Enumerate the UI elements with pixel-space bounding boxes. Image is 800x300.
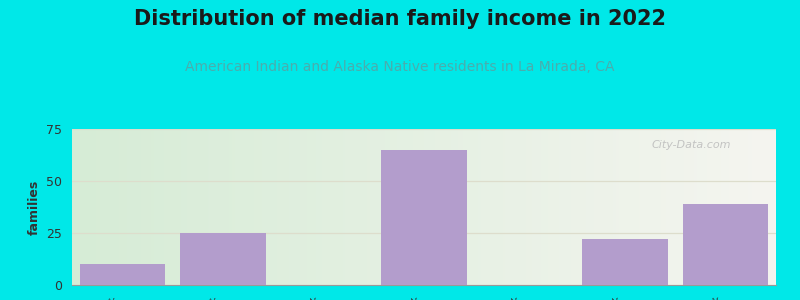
Text: Distribution of median family income in 2022: Distribution of median family income in … [134,9,666,29]
Bar [79,264,165,285]
Text: City-Data.com: City-Data.com [652,140,731,150]
Bar [683,204,769,285]
Bar [582,239,668,285]
Bar [180,233,266,285]
Y-axis label: families: families [28,179,41,235]
Bar [382,150,466,285]
Text: American Indian and Alaska Native residents in La Mirada, CA: American Indian and Alaska Native reside… [186,60,614,74]
